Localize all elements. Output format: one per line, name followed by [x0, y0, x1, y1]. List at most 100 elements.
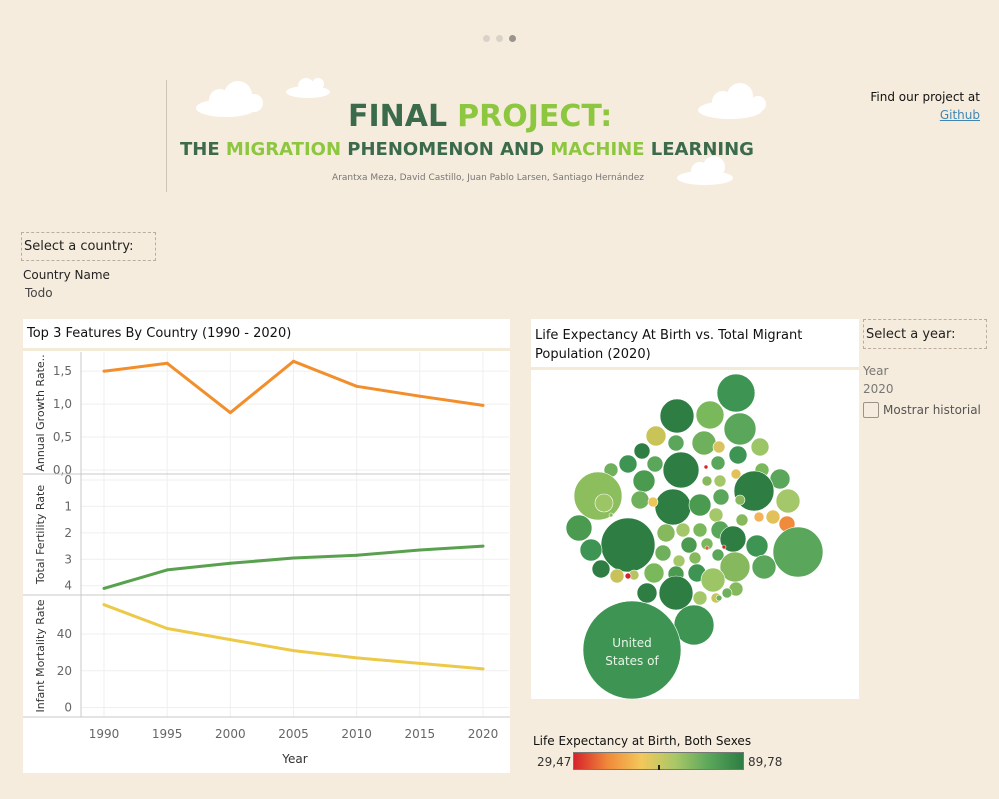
data-point-fertility[interactable]: [418, 548, 422, 552]
carousel-dot-active[interactable]: [509, 35, 516, 42]
data-point-fertility[interactable]: [228, 561, 232, 565]
country-bubble[interactable]: [579, 538, 603, 562]
country-bubble[interactable]: [609, 568, 625, 584]
country-bubble[interactable]: [710, 455, 726, 471]
data-point-growth[interactable]: [292, 359, 295, 363]
country-bubble[interactable]: [701, 475, 713, 487]
country-bubble[interactable]: [600, 517, 656, 573]
data-point-mortality[interactable]: [292, 649, 295, 653]
country-bubble[interactable]: [636, 582, 658, 604]
country-bubble[interactable]: [624, 572, 632, 580]
title-divider: [23, 348, 510, 351]
data-point-mortality[interactable]: [355, 656, 359, 660]
country-bubble[interactable]: [716, 373, 756, 413]
country-bubble[interactable]: [703, 464, 709, 470]
country-bubble[interactable]: [667, 434, 685, 452]
carousel-dot[interactable]: [496, 35, 503, 42]
country-bubble[interactable]: [658, 575, 694, 611]
country-bubble[interactable]: [643, 562, 665, 584]
country-bubble[interactable]: [565, 514, 593, 542]
country-bubble[interactable]: [713, 474, 727, 488]
data-point-fertility[interactable]: [481, 544, 485, 548]
show-history-toggle[interactable]: Mostrar historial: [863, 402, 981, 418]
country-bubble-united-states[interactable]: [582, 600, 682, 699]
data-point-growth[interactable]: [418, 394, 422, 398]
country-bubble[interactable]: [645, 425, 667, 447]
country-bubble[interactable]: [728, 445, 748, 465]
data-point-fertility[interactable]: [165, 568, 169, 572]
country-bubble[interactable]: [695, 400, 725, 430]
country-bubble[interactable]: [692, 522, 708, 538]
country-bubble[interactable]: [630, 490, 650, 510]
country-bubble[interactable]: [704, 545, 710, 551]
data-point-mortality[interactable]: [165, 627, 169, 631]
data-point-growth[interactable]: [102, 369, 106, 373]
country-bubble[interactable]: [618, 454, 638, 474]
data-point-mortality[interactable]: [102, 603, 106, 607]
data-point-fertility[interactable]: [355, 553, 359, 557]
features-chart-title: Top 3 Features By Country (1990 - 2020): [27, 326, 292, 341]
title-divider: [531, 367, 859, 370]
cloud-decoration: [196, 78, 766, 185]
country-bubble[interactable]: [688, 551, 702, 565]
country-bubble[interactable]: [594, 493, 614, 513]
country-bubble[interactable]: [659, 398, 695, 434]
country-bubble[interactable]: [734, 494, 746, 506]
show-history-checkbox[interactable]: [863, 402, 879, 418]
country-bubble[interactable]: [721, 587, 733, 599]
country-bubble[interactable]: [608, 512, 614, 518]
data-point-fertility[interactable]: [292, 556, 295, 560]
year-slider-value[interactable]: 2020: [863, 382, 894, 396]
country-bubble[interactable]: [753, 511, 765, 523]
color-legend-min: 29,47: [537, 755, 572, 769]
country-bubble[interactable]: [691, 430, 717, 456]
country-bubble[interactable]: [654, 544, 672, 562]
carousel-dot[interactable]: [483, 35, 490, 42]
country-bubble[interactable]: [723, 412, 757, 446]
show-history-label: Mostrar historial: [883, 403, 981, 417]
data-point-mortality[interactable]: [228, 638, 232, 642]
country-bubble[interactable]: [662, 451, 700, 489]
country-dropdown[interactable]: Todo: [25, 286, 53, 300]
country-bubble[interactable]: [765, 509, 781, 525]
country-bubble[interactable]: [632, 469, 656, 493]
data-point-mortality[interactable]: [481, 667, 485, 671]
country-bubble[interactable]: [654, 488, 692, 526]
country-bubble[interactable]: [688, 493, 712, 517]
country-bubble[interactable]: [730, 468, 742, 480]
data-point-growth[interactable]: [481, 403, 485, 407]
data-point-fertility[interactable]: [102, 586, 106, 590]
country-bubble[interactable]: [721, 544, 727, 550]
y-tick-label: 1: [64, 499, 72, 513]
data-point-growth[interactable]: [228, 411, 232, 415]
x-tick-label: 1995: [152, 727, 183, 741]
data-point-growth[interactable]: [355, 384, 359, 388]
country-bubble[interactable]: [750, 437, 770, 457]
data-point-growth[interactable]: [165, 361, 169, 365]
country-bubble[interactable]: [646, 455, 664, 473]
y-tick-label: 40: [57, 627, 72, 641]
country-bubble[interactable]: [775, 488, 801, 514]
country-bubble[interactable]: [692, 590, 708, 606]
country-bubble[interactable]: [675, 522, 691, 538]
country-bubble[interactable]: [772, 526, 824, 578]
country-bubble[interactable]: [751, 554, 777, 580]
country-bubble[interactable]: [672, 554, 686, 568]
data-point-mortality[interactable]: [418, 661, 422, 665]
country-bubble[interactable]: [735, 513, 749, 527]
github-link[interactable]: Github: [939, 108, 980, 122]
country-bubble[interactable]: [712, 440, 726, 454]
country-bubble[interactable]: [708, 507, 724, 523]
country-bubble[interactable]: [711, 548, 725, 562]
country-bubble[interactable]: [700, 567, 726, 593]
country-bubble[interactable]: [680, 536, 698, 554]
country-bubble[interactable]: [647, 496, 659, 508]
country-bubble[interactable]: [712, 488, 730, 506]
country-bubble[interactable]: [745, 534, 769, 558]
country-bubble[interactable]: [633, 442, 651, 460]
x-tick-label: 1990: [89, 727, 120, 741]
country-bubble[interactable]: [656, 523, 676, 543]
bubble-label: United: [612, 636, 651, 650]
country-bubble[interactable]: [715, 594, 723, 602]
country-bubble[interactable]: [591, 559, 611, 579]
